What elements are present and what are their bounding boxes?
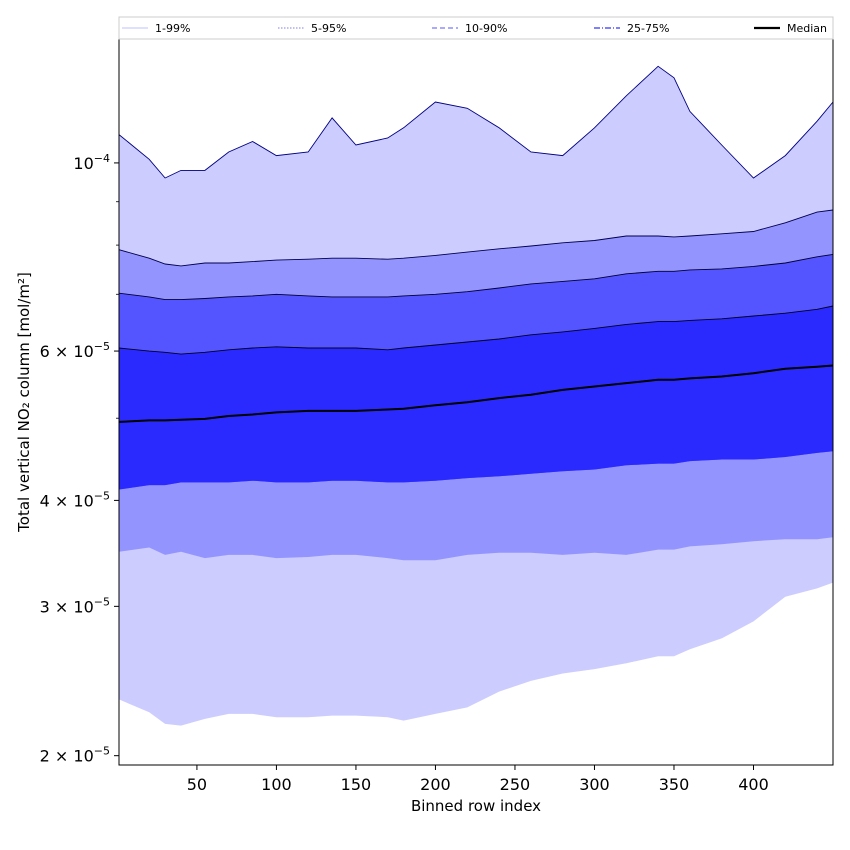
x-tick-label: 250 <box>500 775 531 794</box>
legend-label: 5-95% <box>311 22 346 35</box>
y-tick-label: 4 × 10−5 <box>40 489 110 510</box>
band-upper-line-5-95- <box>118 209 834 267</box>
band-upper-line-25-75- <box>118 305 834 355</box>
y-tick-label: 3 × 10−5 <box>40 595 110 616</box>
x-tick-label: 300 <box>579 775 610 794</box>
band-25-75- <box>119 306 833 490</box>
x-tick-label: 200 <box>420 775 451 794</box>
y-axis: 2 × 10−5 3 × 10−5 4 × 10−5 6 × 10−5 10−4 <box>40 152 119 766</box>
x-tick-label: 350 <box>659 775 690 794</box>
lines-layer <box>118 65 834 423</box>
x-tick-label: 400 <box>738 775 769 794</box>
legend-box <box>118 16 834 40</box>
legend-label: 1-99% <box>155 22 190 35</box>
x-tick-label: 100 <box>261 775 292 794</box>
legend-label: Median <box>787 22 827 35</box>
x-axis-title: Binned row index <box>411 797 541 815</box>
legend-label: 10-90% <box>465 22 507 35</box>
x-axis: 50 100 150 200 250 300 350 400 <box>187 765 769 794</box>
bands-layer <box>119 66 833 726</box>
y-tick-label: 6 × 10−5 <box>40 340 110 361</box>
x-tick-label: 50 <box>187 775 207 794</box>
band-upper-line-10-90- <box>118 253 834 301</box>
y-tick-label: 2 × 10−5 <box>40 745 110 766</box>
y-axis-title: Total vertical NO₂ column [mol/m²] <box>15 272 33 533</box>
band-upper-line-1-99- <box>118 65 834 179</box>
median-line <box>118 364 834 423</box>
legend: 1-99% 5-95% 10-90% 25-75% Median <box>118 16 834 40</box>
legend-label: 25-75% <box>627 22 669 35</box>
x-tick-label: 150 <box>341 775 372 794</box>
y-tick-label: 10−4 <box>73 152 110 173</box>
